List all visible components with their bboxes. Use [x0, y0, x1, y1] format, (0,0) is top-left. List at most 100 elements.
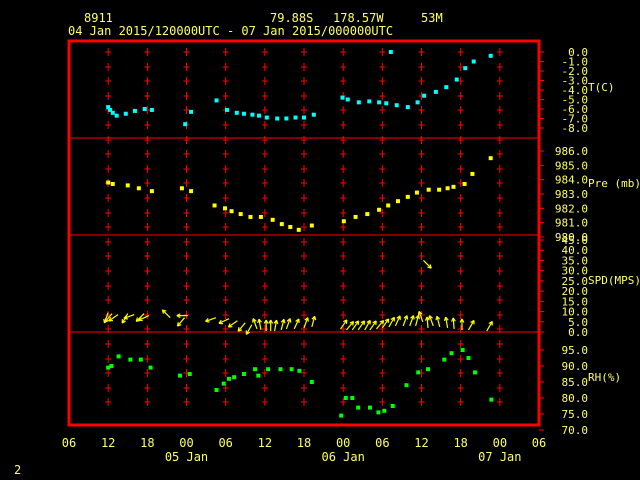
wind-arrow [426, 316, 429, 328]
temperature-point [250, 112, 255, 117]
humidity-point [367, 405, 372, 410]
humidity-point [106, 365, 111, 370]
temperature-point [183, 122, 188, 127]
wind-arrow-head [237, 327, 240, 332]
pressure-point [353, 214, 358, 219]
temperature-point [311, 112, 316, 117]
wind-arrow [402, 315, 408, 327]
pressure-point [365, 212, 370, 217]
pressure-point [451, 184, 456, 189]
pressure-point [189, 189, 194, 194]
y-tick-label: 984.0 [555, 174, 588, 187]
humidity-point [442, 357, 447, 362]
wind-arrow-head [417, 315, 420, 320]
wind-arrow [375, 320, 384, 330]
humidity-point [187, 372, 192, 376]
pressure-point [149, 189, 154, 194]
humidity-point [339, 413, 344, 418]
x-tick-label: 18 [140, 436, 154, 450]
humidity-point [214, 388, 219, 392]
pressure-point [405, 194, 410, 199]
pressure-point [396, 199, 400, 204]
wind-arrow-head [227, 323, 231, 328]
x-tick-label: 06 [532, 436, 546, 450]
wind-arrow [293, 318, 300, 330]
date-label: 07 Jan [478, 450, 521, 464]
wind-arrow [285, 318, 291, 330]
temperature-point [463, 66, 468, 71]
wind-arrow [381, 318, 390, 329]
y-tick-label: -3.0 [562, 75, 589, 88]
humidity-point [148, 365, 153, 370]
wind-arrow [436, 316, 441, 328]
y-tick-label: 35.0 [562, 254, 589, 267]
humidity-point [109, 364, 114, 368]
x-tick-label: 06 [62, 436, 76, 450]
date-label: 06 Jan [321, 450, 364, 464]
wind-arrow-head [135, 317, 138, 322]
panel-label: SPD(MPS) [588, 274, 640, 287]
period-label: 04 Jan 2015/120000UTC - 07 Jan 2015/0000… [68, 24, 393, 38]
wind-arrow-head [427, 266, 432, 269]
pressure-point [377, 207, 382, 212]
pressure-point [238, 212, 243, 217]
wind-arrow-head [258, 318, 262, 323]
pressure-point [270, 217, 275, 222]
wind-arrow [467, 320, 475, 331]
x-tick-label: 18 [297, 436, 311, 450]
y-tick-label: 10.0 [562, 306, 589, 319]
pressure-point [279, 222, 284, 227]
temperature-point [388, 50, 393, 54]
wind-arrow [345, 321, 354, 331]
wind-arrow [104, 313, 113, 323]
wind-arrow-head [123, 314, 128, 319]
wind-arrow [369, 320, 377, 331]
station-id: 8911 [84, 11, 113, 25]
y-tick-label: -7.0 [562, 113, 589, 126]
y-tick-label: -2.0 [562, 65, 589, 78]
wind-arrow [340, 319, 348, 330]
humidity-point [138, 357, 143, 362]
humidity-point [356, 405, 361, 410]
pressure-point [288, 224, 293, 229]
temperature-point [224, 107, 229, 112]
wind-arrow-head [352, 321, 355, 326]
temperature-point [444, 85, 449, 90]
temperature-point [284, 116, 289, 121]
wind-arrow-head [426, 316, 430, 321]
pressure-point [110, 181, 115, 186]
pressure-point [341, 219, 346, 224]
wind-arrow-head [436, 315, 441, 320]
wind-arrow [388, 317, 395, 328]
temperature-point [367, 99, 372, 104]
temperature-point [264, 115, 269, 120]
wind-arrow [237, 322, 246, 332]
humidity-point [241, 372, 246, 376]
wind-arrow [364, 320, 371, 331]
pressure-point [309, 223, 314, 228]
y-tick-label: 0.0 [568, 326, 588, 339]
pressure-point [125, 183, 130, 188]
y-tick-label: 0.0 [568, 46, 588, 59]
x-tick-label: 12 [101, 436, 115, 450]
wind-arrow [245, 324, 253, 335]
wind-arrow [351, 320, 360, 331]
x-tick-label: 00 [336, 436, 350, 450]
temperature-point [110, 110, 115, 115]
wind-arrow [357, 320, 365, 331]
pressure-point [212, 203, 217, 208]
wind-arrow [218, 318, 230, 324]
temperature-point [345, 97, 350, 102]
temperature-point [256, 113, 261, 118]
panel-label: Pre (mb) [588, 177, 640, 190]
y-tick-label: 45.0 [562, 234, 589, 247]
y-tick-label: 90.0 [562, 360, 589, 373]
y-tick-label: 95.0 [562, 344, 589, 357]
y-tick-label: 80.0 [562, 392, 589, 405]
pressure-point [462, 181, 467, 186]
temperature-point [377, 100, 382, 105]
temperature-point [123, 111, 128, 116]
panel-label: RH(%) [588, 371, 621, 384]
wind-arrow-head [418, 310, 423, 315]
